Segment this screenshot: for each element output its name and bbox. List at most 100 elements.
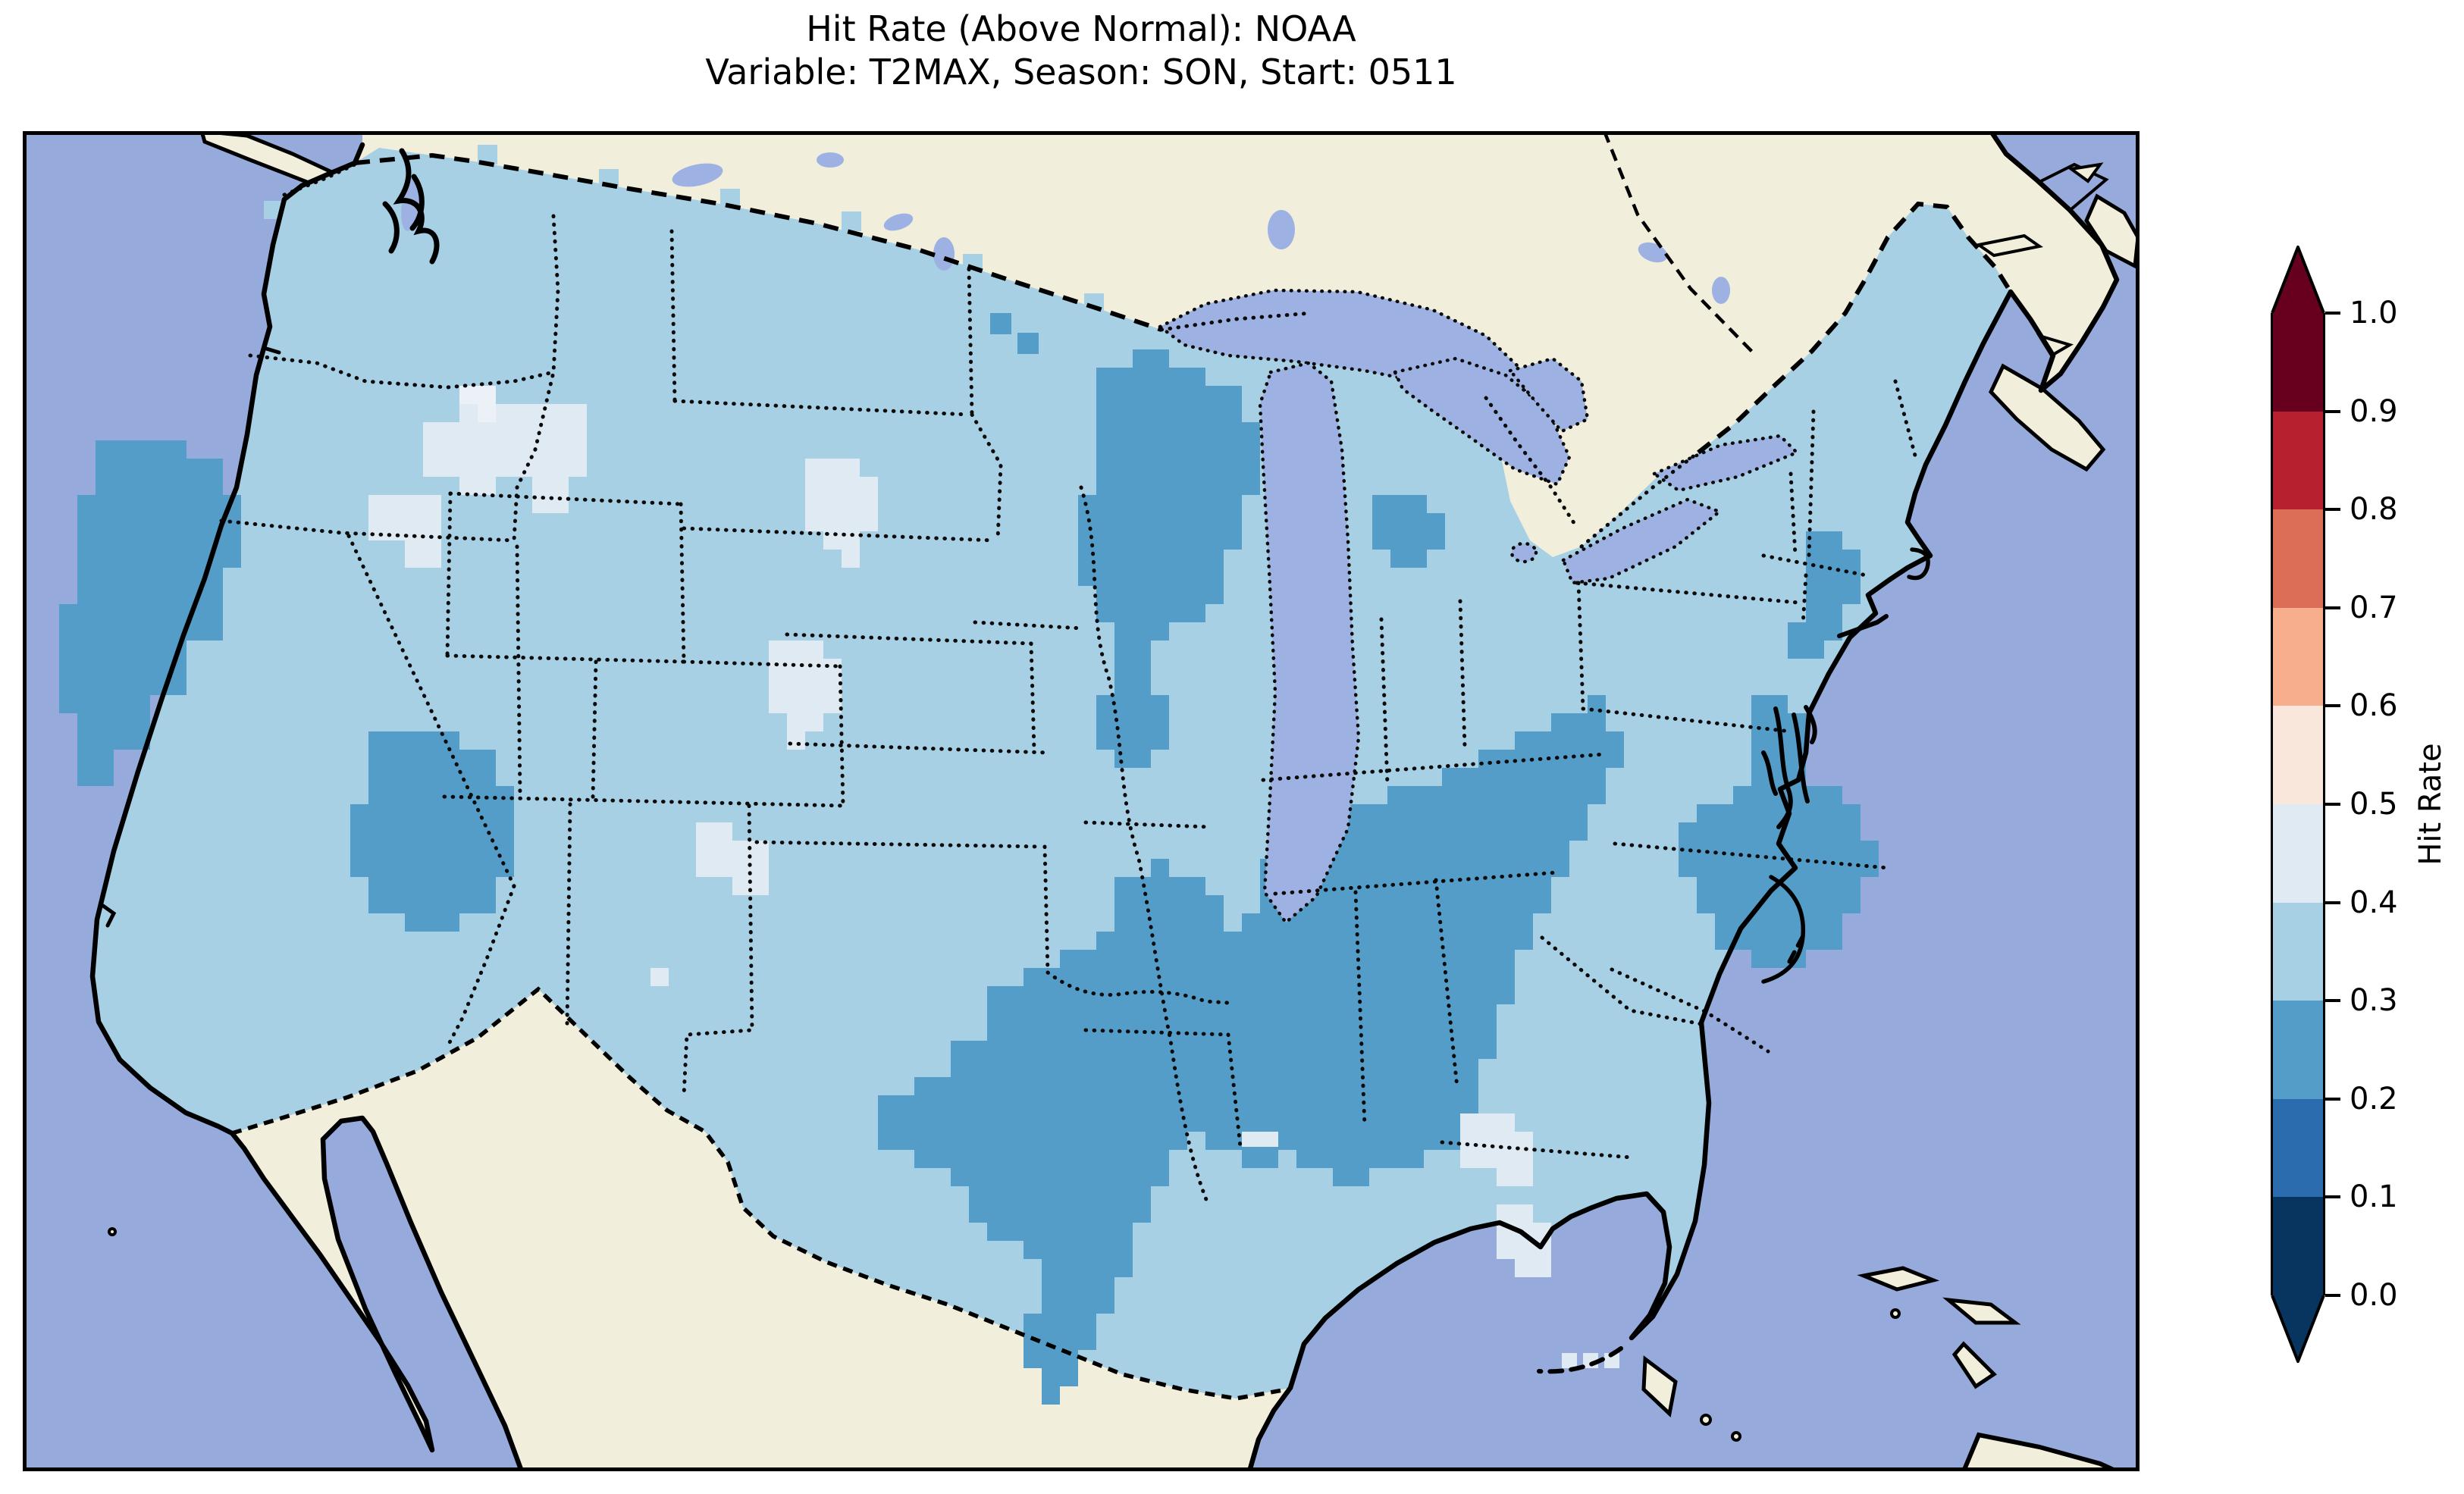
colorbar-bin-0.4-0.5 (2273, 803, 2323, 903)
colorbar-bin-0.3-0.4 (2273, 902, 2323, 1001)
tick-mark (2325, 606, 2340, 609)
florida-keys (1537, 1346, 1623, 1374)
colorbar-bin-0.0-0.1 (2273, 1197, 2323, 1295)
patch-florida-keys-cell-1 (1562, 1353, 1577, 1368)
cuba-coast (1961, 1432, 2118, 1471)
cay-1 (1700, 1414, 1712, 1426)
patch-florida-keys-cell-3 (1604, 1353, 1619, 1368)
outer-banks-inlet (1787, 934, 1805, 964)
tick-mark (2325, 312, 2340, 315)
colorbar: 1.0 0.9 0.8 0.7 0.6 0.5 0.4 0.3 0.2 0.1 0.0 (2271, 245, 2398, 1364)
us-canada-border (354, 152, 1162, 332)
international-borders (231, 131, 2013, 1401)
tick-label: 0.6 (2350, 688, 2398, 724)
patch-kansas-cell (787, 731, 805, 750)
colorbar-bin-0.1-0.2 (2273, 1098, 2323, 1198)
lake-michigan (1258, 361, 1361, 926)
tick-label: 0.4 (2350, 885, 2398, 920)
anticosti-island (1975, 233, 2043, 258)
tick-mark (2325, 409, 2340, 413)
tick-mark (2325, 1294, 2340, 1297)
lake-ontario (1651, 434, 1800, 493)
colorbar-tick-0.3: 0.3 (2325, 983, 2398, 1018)
colorbar-tick-0.8: 0.8 (2325, 492, 2398, 527)
nova-scotia (1989, 363, 2106, 472)
patch-border-cell-1 (990, 313, 1011, 334)
us-hitrate-pale-high-cells (459, 386, 496, 422)
tick-mark (2325, 1195, 2340, 1199)
colorbar-tick-0.9: 0.9 (2325, 394, 2398, 429)
patch-upper-midwest (1078, 349, 1260, 768)
coastal-details (101, 148, 1930, 1374)
patch-west-texas-cell (650, 968, 669, 986)
us-mexico-border (231, 986, 1288, 1401)
colorbar-label: Hit Rate (2413, 743, 2448, 866)
patch-arizona (350, 731, 514, 932)
colorbar-bin-0.5-0.6 (2273, 706, 2323, 804)
colorbar-tick-0.6: 0.6 (2325, 688, 2398, 723)
pale-high-cell-1 (459, 386, 496, 404)
colorbar-tick-0.5: 0.5 (2325, 787, 2398, 822)
tick-label: 0.7 (2350, 590, 2398, 625)
chesapeake-bay (1761, 706, 1810, 829)
bahamas-island-3 (1951, 1341, 1997, 1389)
colorbar-tick-0.0: 0.0 (2325, 1278, 2398, 1313)
colorbar-over-arrow (2271, 246, 2325, 313)
colorbar-tick-0.2: 0.2 (2325, 1082, 2398, 1117)
patch-la-delta-cell (1242, 1132, 1278, 1147)
tick-mark (2325, 508, 2340, 512)
colorbar-bin-0.8-0.9 (2273, 411, 2323, 510)
patch-nebraska (805, 459, 878, 550)
baja-islet (108, 1227, 117, 1236)
tick-label: 0.1 (2350, 1179, 2398, 1215)
colorbar-under-arrow (2271, 1295, 2325, 1363)
conus-hit-rate-map (23, 131, 2140, 1471)
colorbar-tick-0.4: 0.4 (2325, 885, 2398, 920)
colorbar-bin-0.7-0.8 (2273, 509, 2323, 608)
under-arrow-shape (2271, 1295, 2325, 1363)
newfoundland (2084, 193, 2140, 269)
tick-mark (2325, 1097, 2340, 1101)
tick-label: 0.3 (2350, 983, 2398, 1019)
newfoundland-sliver (2067, 162, 2104, 183)
title-line1: Hit Rate (Above Normal): NOAA (806, 8, 1356, 49)
over-arrow-shape (2271, 246, 2325, 313)
bahamas-island-1 (1857, 1266, 1940, 1292)
tick-mark (2325, 900, 2340, 904)
colorbar-segments (2271, 313, 2325, 1295)
tick-label: 1.0 (2350, 296, 2398, 330)
colorbar-tick-0.7: 0.7 (2325, 590, 2398, 625)
cape-cod (1907, 547, 1930, 581)
cay-2 (1731, 1431, 1741, 1442)
map-frame (23, 131, 2140, 1471)
tick-mark (2325, 999, 2340, 1003)
patch-nebraska-cell (842, 550, 860, 568)
lake-erie (1561, 497, 1723, 585)
tick-label: 0.9 (2350, 393, 2398, 429)
patch-california (59, 440, 241, 786)
patch-idaho-s (405, 540, 441, 568)
canadian-lakes (401, 152, 1730, 304)
tick-mark (2325, 803, 2340, 806)
patch-florida-south (1497, 1204, 1551, 1277)
pale-high-cell-2 (478, 404, 496, 422)
patch-kansas (769, 641, 842, 731)
andros-island (1641, 1355, 1678, 1417)
gulf-atlantic-coastline (1246, 131, 2120, 1471)
long-island (1837, 614, 1889, 638)
pacific-coastline (89, 142, 525, 1471)
patch-virginia-carolinas (1679, 768, 1879, 968)
patch-border-cell-2 (1017, 333, 1039, 354)
cay-3 (1890, 1308, 1901, 1319)
puget-sound (382, 148, 440, 265)
columbia-river-mouth (262, 346, 281, 355)
georgian-bay (1507, 356, 1590, 434)
coastlines (89, 131, 2120, 1471)
colorbar-ticks: 1.0 0.9 0.8 0.7 0.6 0.5 0.4 0.3 0.2 0.1 0.0 (2325, 296, 2464, 1313)
colorbar-bin-0.9-1.0 (2273, 313, 2323, 412)
colorbar-bin-0.2-0.3 (2273, 1001, 2323, 1099)
title-line2: Variable: T2MAX, Season: SON, Start: 051… (705, 52, 1457, 92)
patch-texas-southeast (878, 695, 1624, 1405)
colorbar-tick-0.1: 0.1 (2325, 1179, 2398, 1214)
tick-label: 0.5 (2350, 787, 2398, 822)
